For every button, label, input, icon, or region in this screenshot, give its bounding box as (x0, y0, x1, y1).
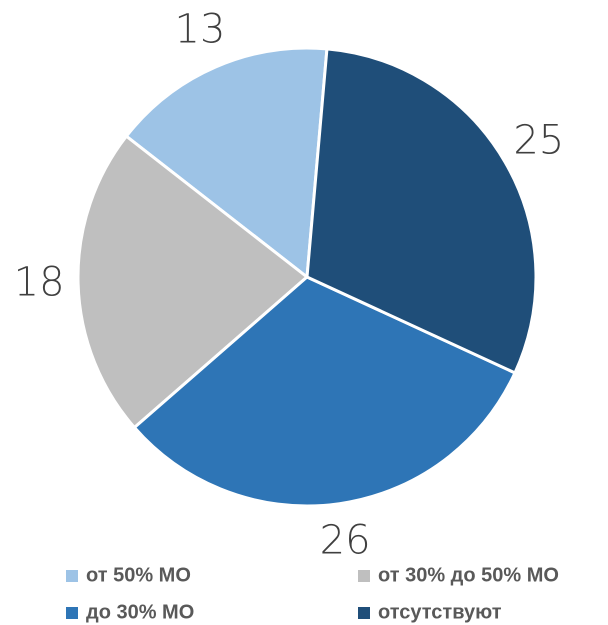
value-label: 25 (513, 118, 564, 164)
pie-slice (305, 47, 538, 375)
pie-slice (76, 134, 310, 430)
legend-swatch (358, 607, 370, 619)
legend-swatch (66, 570, 78, 582)
value-label: 18 (14, 259, 65, 305)
legend-swatch (66, 607, 78, 619)
value-label: 13 (175, 6, 226, 52)
pie-slice (124, 46, 329, 280)
legend-label: отсутствуют (378, 601, 502, 623)
legend-label: от 30% до 50% МО (378, 564, 559, 586)
value-label: 26 (320, 517, 371, 563)
pie-slice (132, 275, 517, 508)
legend-label: до 30% МО (86, 601, 194, 623)
legend-label: от 50% МО (86, 564, 191, 586)
legend-swatch (358, 570, 370, 582)
